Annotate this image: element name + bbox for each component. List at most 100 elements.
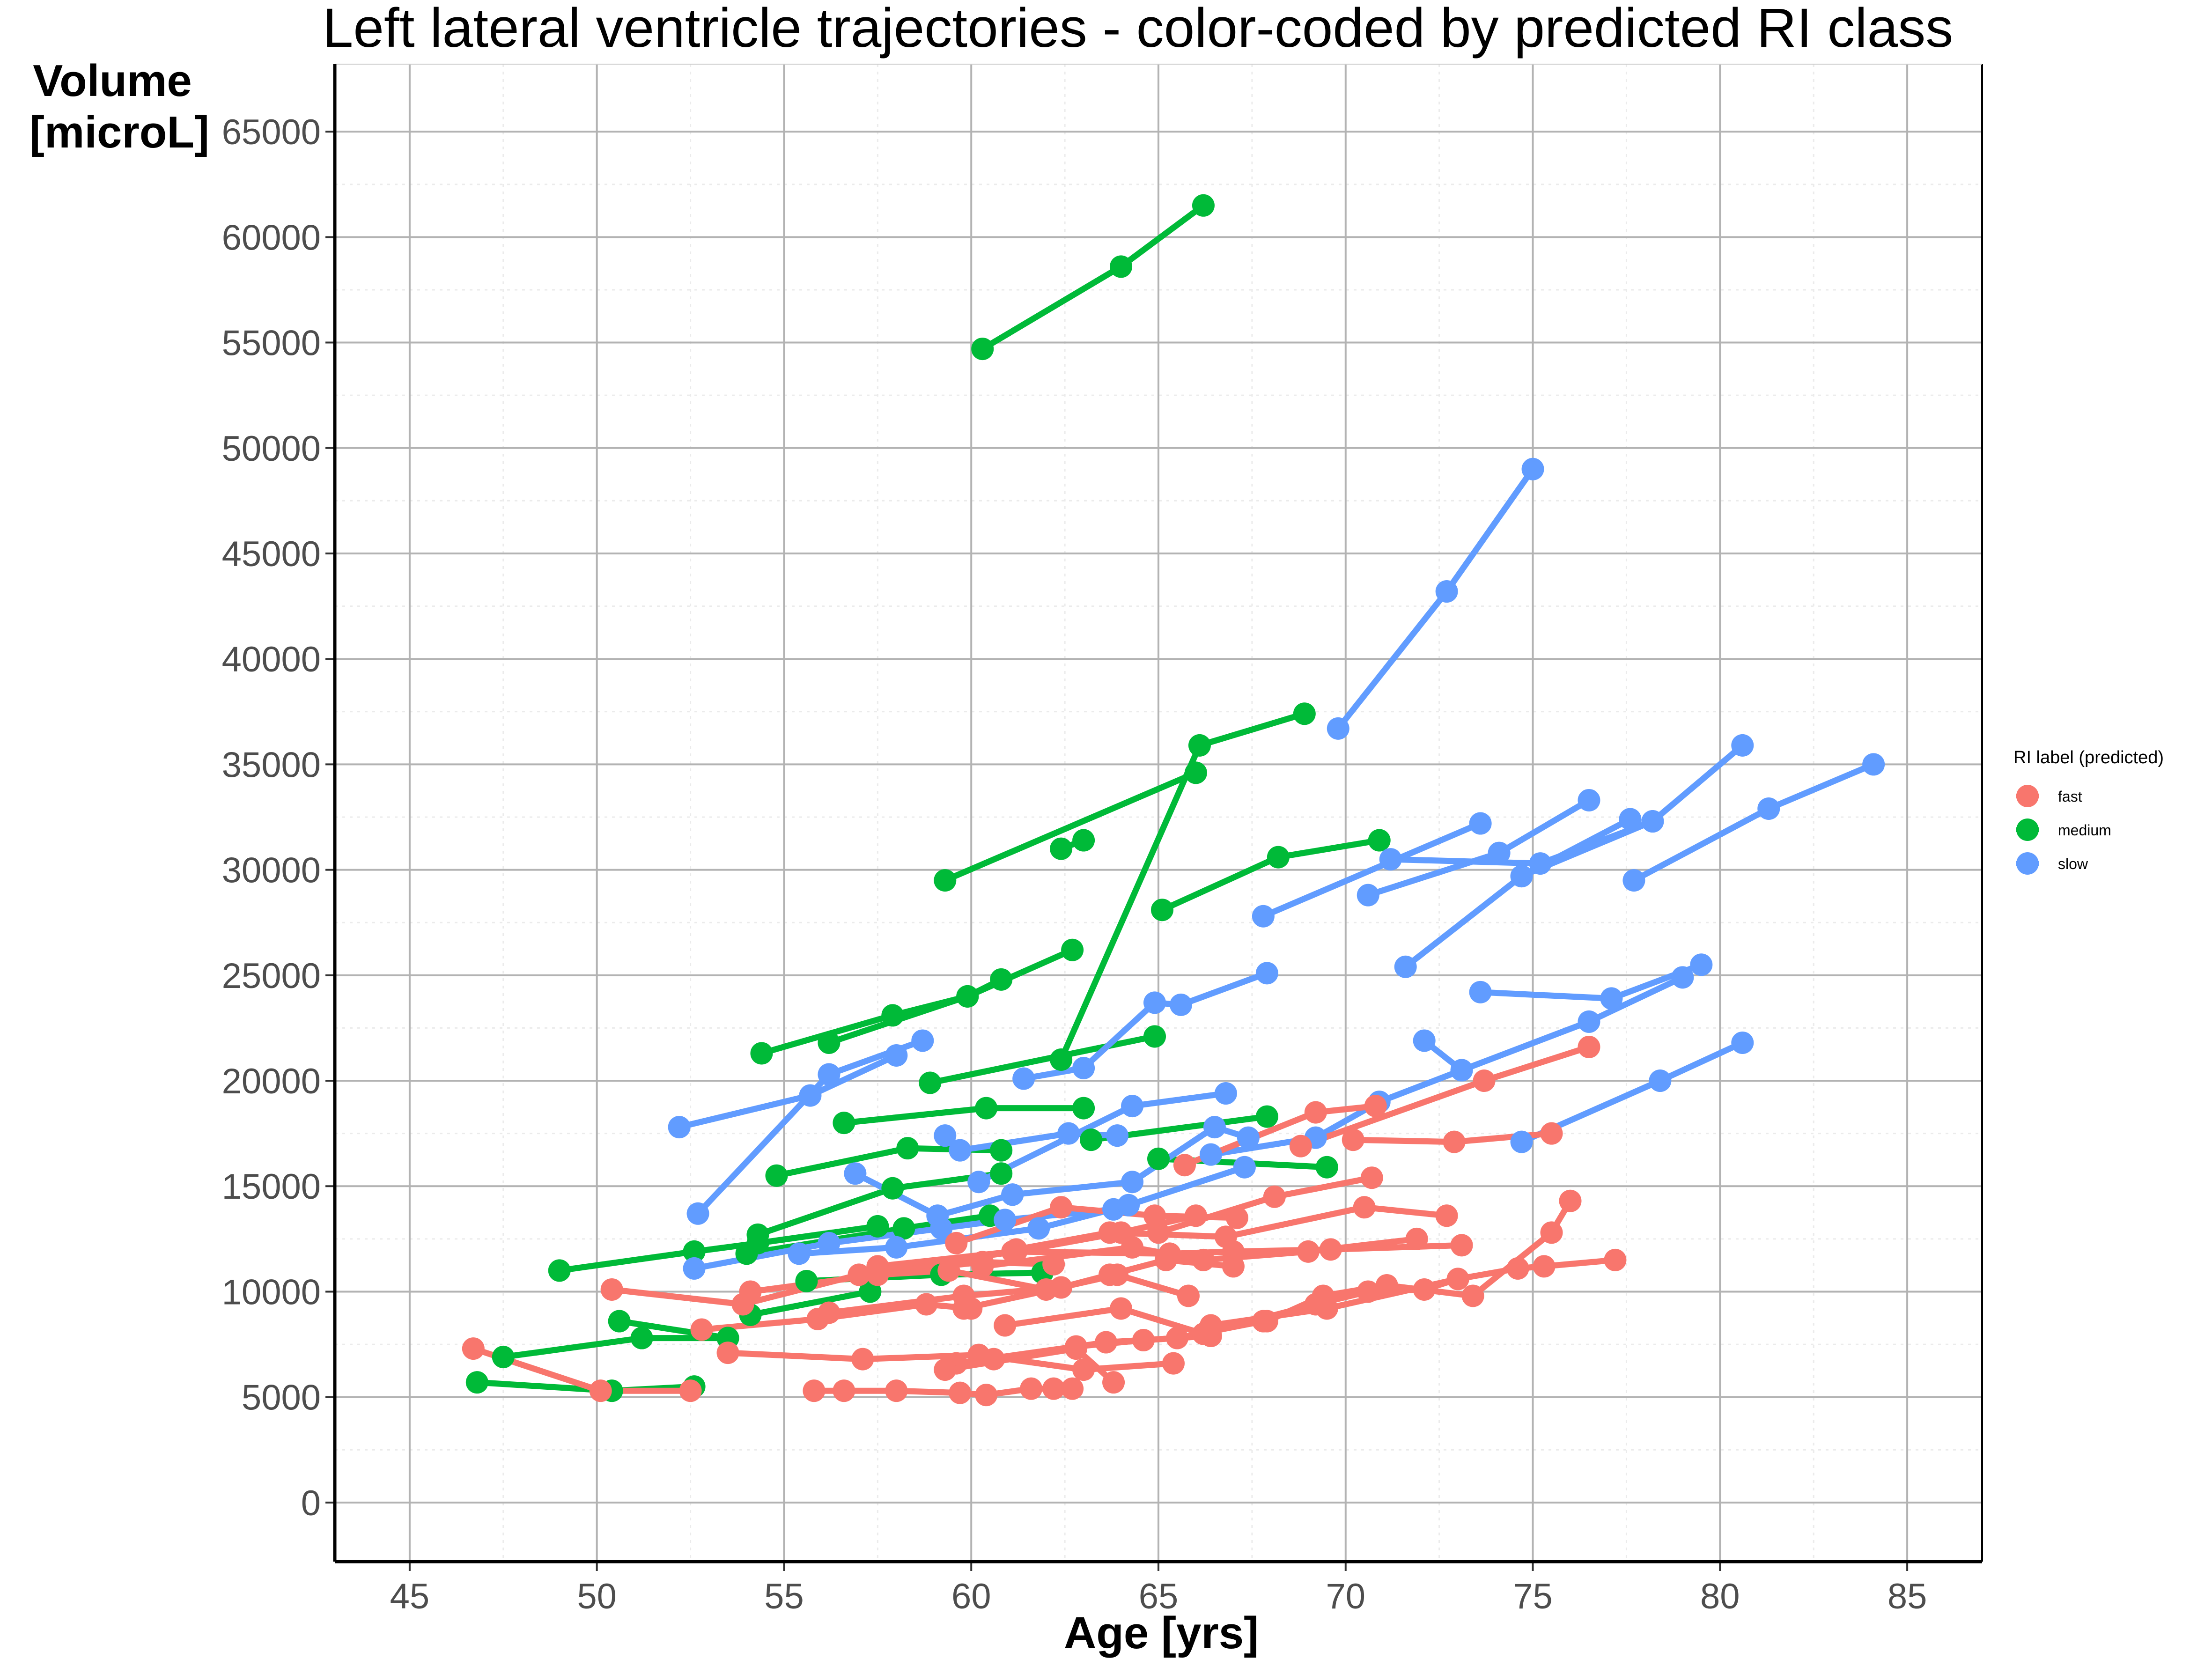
data-point-fast <box>885 1379 908 1402</box>
series-line-medium <box>979 202 1207 352</box>
data-point-medium <box>795 1269 818 1292</box>
data-point-medium <box>608 1310 631 1333</box>
chart-title: Left lateral ventricle trajectories - co… <box>323 0 1954 59</box>
legend-key-point-fast <box>2016 785 2039 807</box>
data-point-fast <box>1225 1206 1248 1229</box>
data-point-slow <box>885 1236 908 1259</box>
data-point-medium <box>683 1240 706 1263</box>
data-point-fast <box>1072 1358 1095 1381</box>
data-point-slow <box>1027 1217 1050 1240</box>
data-point-fast <box>1413 1278 1436 1301</box>
data-point-medium <box>1293 702 1316 725</box>
data-point-slow <box>1106 1124 1129 1147</box>
x-tick-label: 85 <box>1888 1577 1927 1616</box>
data-point-medium <box>1072 1097 1095 1120</box>
data-point-slow <box>1121 1095 1144 1118</box>
data-point-slow <box>1578 789 1600 811</box>
data-point-slow <box>818 1231 841 1254</box>
data-point-fast <box>1222 1255 1245 1278</box>
y-tick-label: 5000 <box>242 1378 321 1418</box>
data-point-fast <box>848 1263 870 1286</box>
series-line-medium <box>826 947 1076 1046</box>
data-point-slow <box>686 1202 709 1225</box>
data-point-fast <box>1099 1263 1121 1286</box>
data-point-slow <box>818 1063 841 1086</box>
tick-labels: 45 50 55 60 65 70 75 80 85 0 5000 10000 15000 20000 25… <box>222 112 1927 1616</box>
legend-label-fast: fast <box>2058 788 2082 805</box>
data-point-fast <box>1165 1327 1188 1349</box>
data-point-medium <box>956 985 979 1008</box>
data-point-fast <box>589 1379 612 1402</box>
data-point-fast <box>716 1342 739 1364</box>
data-point-fast <box>915 1293 938 1316</box>
data-point-slow <box>1731 734 1754 757</box>
data-point-slow <box>1057 1122 1080 1145</box>
data-point-slow <box>668 1116 691 1139</box>
data-point-medium <box>465 1371 488 1394</box>
data-point-fast <box>1506 1257 1529 1280</box>
data-point-slow <box>1469 812 1492 835</box>
data-point-fast <box>937 1259 960 1282</box>
data-point-fast <box>803 1379 826 1402</box>
data-point-medium <box>971 338 994 361</box>
data-point-fast <box>1357 1280 1379 1303</box>
data-point-fast <box>818 1301 841 1324</box>
data-point-medium <box>1072 829 1095 852</box>
data-point-medium <box>1110 255 1133 278</box>
legend-label-medium: medium <box>2058 822 2111 839</box>
data-point-fast <box>952 1297 975 1320</box>
data-point-fast <box>1095 1331 1118 1354</box>
y-axis-title-line-1: Volume <box>33 56 192 106</box>
series-line-medium <box>927 1033 1158 1086</box>
data-point-slow <box>1327 717 1349 740</box>
data-point-slow <box>1435 580 1458 603</box>
data-point-medium <box>1192 194 1215 217</box>
data-point-fast <box>1042 1253 1065 1276</box>
y-tick-label: 0 <box>301 1483 321 1523</box>
legend-key-point-medium <box>2016 818 2039 841</box>
data-point-fast <box>1154 1248 1177 1271</box>
data-point-fast <box>1533 1255 1556 1278</box>
data-point-medium <box>934 869 957 892</box>
series-line-medium <box>942 769 1199 884</box>
data-point-fast <box>1042 1377 1065 1400</box>
data-point-fast <box>1050 1196 1073 1219</box>
data-point-slow <box>1255 962 1278 985</box>
data-point-slow <box>1169 993 1192 1016</box>
series-line-fast <box>699 1301 974 1333</box>
data-point-fast <box>1173 1154 1196 1177</box>
data-point-fast <box>934 1358 957 1381</box>
data-point-medium <box>1184 761 1207 784</box>
x-tick-label: 70 <box>1326 1577 1365 1616</box>
data-point-fast <box>690 1318 713 1341</box>
data-point-fast <box>1110 1297 1133 1320</box>
data-point-fast <box>1263 1185 1286 1208</box>
legend-entries: fast medium slow <box>2016 785 2111 875</box>
data-point-fast <box>1132 1329 1155 1352</box>
data-point-fast <box>1147 1221 1170 1244</box>
data-point-medium <box>1267 846 1290 869</box>
data-point-slow <box>1117 1194 1140 1217</box>
data-point-fast <box>600 1278 623 1301</box>
data-point-fast <box>975 1384 998 1407</box>
data-point-slow <box>1413 1029 1436 1052</box>
data-point-medium <box>1315 1156 1338 1179</box>
data-point-fast <box>971 1251 994 1274</box>
data-point-fast <box>1143 1204 1166 1227</box>
data-point-fast <box>1192 1248 1215 1271</box>
data-point-medium <box>919 1071 942 1094</box>
series-line-slow <box>1260 820 1484 920</box>
x-tick-label: 65 <box>1139 1577 1179 1616</box>
axes <box>325 64 1983 1571</box>
data-point-slow <box>949 1139 972 1162</box>
x-tick-label: 50 <box>577 1577 617 1616</box>
data-point-slow <box>1203 1116 1226 1139</box>
series-line-medium <box>747 1289 873 1318</box>
y-tick-label: 60000 <box>222 218 321 258</box>
legend-title: RI label (predicted) <box>2013 748 2164 767</box>
data-point-slow <box>1649 1069 1672 1092</box>
data-point-fast <box>1375 1274 1398 1297</box>
legend: RI label (predicted) fast medium slow <box>2013 748 2164 875</box>
